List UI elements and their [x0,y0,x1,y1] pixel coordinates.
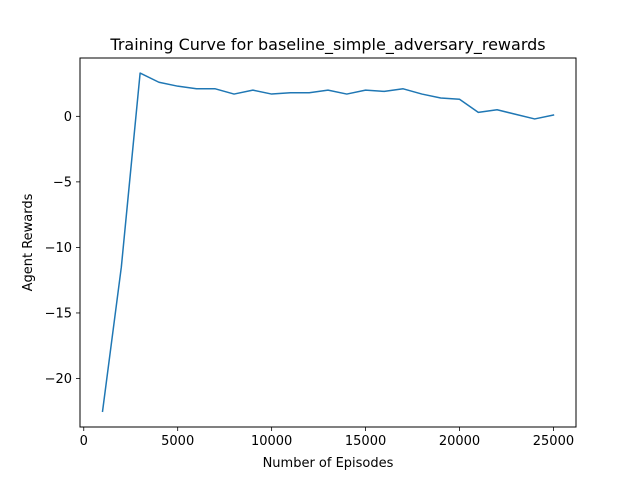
x-axis-label: Number of Episodes [263,456,394,471]
x-tick-label: 0 [80,434,88,449]
y-tick-label: −10 [45,241,72,256]
plot-area [79,57,577,428]
x-tick-label: 5000 [161,434,194,449]
y-axis-ticks: −20 −15 −10 −5 0 [45,110,80,387]
chart-title: Training Curve for baseline_simple_adver… [109,35,545,55]
x-axis-ticks: 0 5000 10000 15000 20000 25000 [80,427,574,449]
y-tick-label: −15 [45,306,72,321]
x-tick-label: 10000 [251,434,292,449]
y-axis-label: Agent Rewards [21,193,36,291]
y-tick-label: −20 [45,372,72,387]
x-tick-label: 25000 [533,434,574,449]
x-tick-label: 15000 [345,434,386,449]
y-tick-label: −5 [53,175,72,190]
series-line-agent-rewards [101,72,555,413]
x-tick-label: 20000 [439,434,480,449]
y-tick-label: 0 [64,110,72,125]
